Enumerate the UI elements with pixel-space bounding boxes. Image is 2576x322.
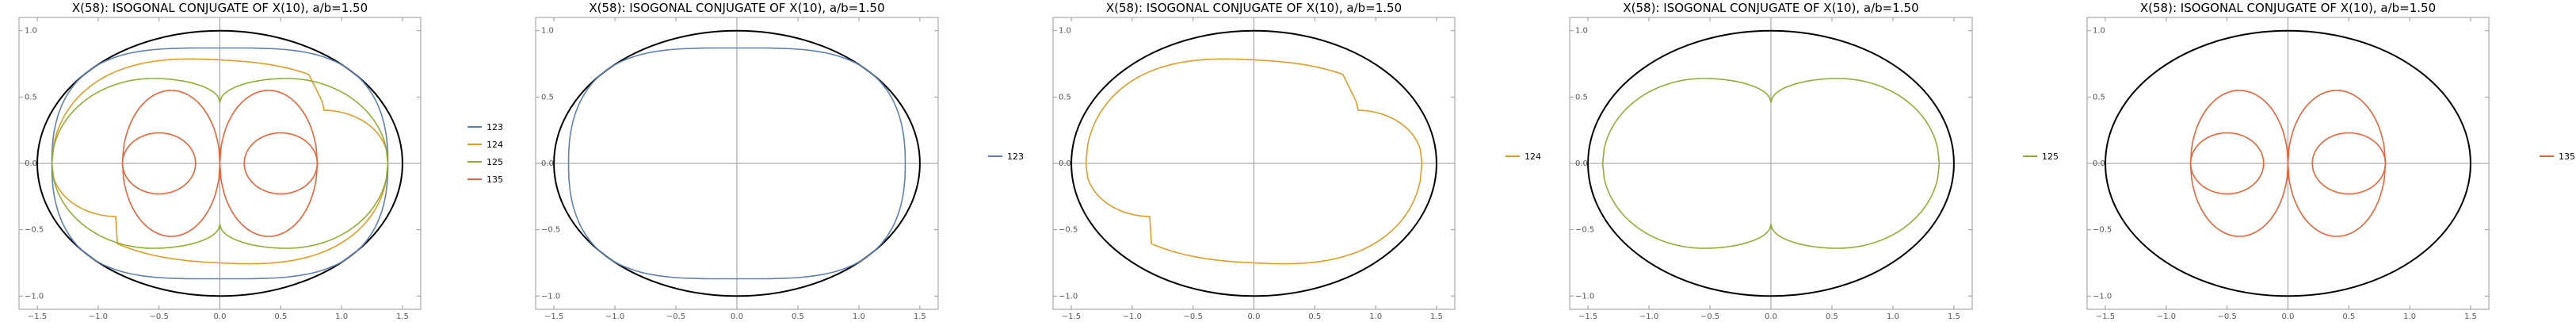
y-tick-label: 1.0 xyxy=(25,27,37,36)
legend: 123 124 125 135 xyxy=(467,122,503,185)
x-tick-label: 0.5 xyxy=(1826,312,1838,321)
y-tick-label: 1.0 xyxy=(541,27,554,36)
x-tick-label: 0.0 xyxy=(2282,312,2295,321)
series-135-curve xyxy=(121,132,197,195)
x-tick-label: −1.0 xyxy=(1123,312,1142,321)
chart-panel-4: X(58): ISOGONAL CONJUGATE OF X(10), a/b=… xyxy=(1569,1,2059,321)
series-135-curve xyxy=(243,132,319,195)
y-tick-label: −1.0 xyxy=(541,292,560,301)
legend-label-125: 125 xyxy=(2042,151,2059,162)
series-125-curve xyxy=(51,78,389,249)
x-tick-label: −1.5 xyxy=(1062,312,1081,321)
x-tick-label: −0.5 xyxy=(666,312,685,321)
x-tick-label: 1.5 xyxy=(2464,312,2477,321)
x-tick-label: 0.5 xyxy=(274,312,287,321)
x-tick-label: −0.5 xyxy=(2218,312,2237,321)
x-tick-label: 1.0 xyxy=(335,312,348,321)
chart-panel-5: X(58): ISOGONAL CONJUGATE OF X(10), a/b=… xyxy=(2086,1,2575,321)
x-tick-label: −0.5 xyxy=(1700,312,1719,321)
y-tick-label: −0.5 xyxy=(1059,226,1078,235)
y-tick-label: 1.0 xyxy=(2093,27,2105,36)
legend-label-123: 123 xyxy=(487,122,503,132)
y-tick-label: −0.5 xyxy=(2093,226,2112,235)
chart-title: X(58): ISOGONAL CONJUGATE OF X(10), a/b=… xyxy=(1106,1,1402,15)
legend: 125 xyxy=(2023,151,2059,162)
x-tick-label: 1.0 xyxy=(2403,312,2416,321)
x-tick-label: 1.5 xyxy=(1430,312,1443,321)
chart-panel-2: X(58): ISOGONAL CONJUGATE OF X(10), a/b=… xyxy=(535,1,1024,321)
y-tick-label: −0.5 xyxy=(25,226,44,235)
x-tick-label: 0.5 xyxy=(1308,312,1321,321)
legend-label-123: 123 xyxy=(1007,151,1024,162)
y-tick-label: −1.0 xyxy=(1059,292,1078,301)
y-tick-label: 0.5 xyxy=(2093,93,2105,102)
series-123-curve xyxy=(567,47,906,280)
y-tick-label: 0.5 xyxy=(1575,93,1588,102)
y-tick-label: 0.5 xyxy=(541,93,554,102)
x-tick-label: 1.0 xyxy=(1369,312,1382,321)
x-tick-label: −1.5 xyxy=(1578,312,1597,321)
legend-label-124: 124 xyxy=(487,140,503,150)
x-tick-label: 0.0 xyxy=(1765,312,1777,321)
reference-ellipse xyxy=(1587,29,1955,297)
chart-panel-3: X(58): ISOGONAL CONJUGATE OF X(10), a/b=… xyxy=(1052,1,1541,321)
y-tick-label: 1.0 xyxy=(1059,27,1071,36)
y-tick-label: 0.0 xyxy=(1575,159,1588,168)
x-tick-label: 0.5 xyxy=(792,312,804,321)
chart-title: X(58): ISOGONAL CONJUGATE OF X(10), a/b=… xyxy=(589,1,884,15)
y-tick-label: 0.0 xyxy=(2093,159,2105,168)
x-tick-label: −1.0 xyxy=(605,312,624,321)
x-tick-label: 1.0 xyxy=(1887,312,1899,321)
x-tick-label: −0.5 xyxy=(1184,312,1203,321)
y-tick-label: −0.5 xyxy=(541,226,560,235)
legend: 124 xyxy=(1506,151,1541,162)
x-tick-label: −1.0 xyxy=(89,312,108,321)
legend-label-135: 135 xyxy=(487,174,503,185)
x-tick-label: −1.5 xyxy=(28,312,47,321)
y-tick-label: 1.0 xyxy=(1575,27,1588,36)
y-tick-label: 0.0 xyxy=(1059,159,1071,168)
y-tick-label: 0.5 xyxy=(1059,93,1071,102)
x-tick-label: 0.0 xyxy=(1248,312,1261,321)
legend-label-124: 124 xyxy=(1525,151,1541,162)
series-124-curve xyxy=(1085,58,1423,265)
legend: 135 xyxy=(2540,151,2575,162)
x-tick-label: −1.0 xyxy=(1639,312,1658,321)
y-tick-label: −0.5 xyxy=(1575,226,1594,235)
x-tick-label: 0.5 xyxy=(2342,312,2355,321)
x-tick-label: −1.0 xyxy=(2157,312,2176,321)
x-tick-label: 1.0 xyxy=(853,312,865,321)
y-tick-label: −1.0 xyxy=(1575,292,1594,301)
chart-title: X(58): ISOGONAL CONJUGATE OF X(10), a/b=… xyxy=(72,1,368,15)
y-tick-label: 0.0 xyxy=(541,159,554,168)
chart-title: X(58): ISOGONAL CONJUGATE OF X(10), a/b=… xyxy=(2140,1,2436,15)
y-tick-label: −1.0 xyxy=(25,292,44,301)
x-tick-label: 1.5 xyxy=(914,312,926,321)
legend-label-125: 125 xyxy=(487,157,503,167)
reference-ellipse xyxy=(553,29,921,297)
x-tick-label: 0.0 xyxy=(731,312,743,321)
x-tick-label: 1.5 xyxy=(1948,312,1960,321)
reference-ellipse xyxy=(36,29,403,297)
y-tick-label: −1.0 xyxy=(2093,292,2112,301)
x-tick-label: −1.5 xyxy=(544,312,563,321)
x-tick-label: −1.5 xyxy=(2096,312,2115,321)
chart-title: X(58): ISOGONAL CONJUGATE OF X(10), a/b=… xyxy=(1623,1,1918,15)
series-125-curve xyxy=(1601,78,1941,249)
x-tick-label: 1.5 xyxy=(396,312,409,321)
x-tick-label: −0.5 xyxy=(150,312,169,321)
chart-panel-1: X(58): ISOGONAL CONJUGATE OF X(10), a/b=… xyxy=(18,1,503,321)
reference-ellipse xyxy=(2105,29,2471,297)
x-tick-label: 0.0 xyxy=(214,312,227,321)
legend-label-135: 135 xyxy=(2559,151,2575,162)
series-135-curve xyxy=(2311,132,2387,195)
legend: 123 xyxy=(988,151,1024,162)
series-135-curve xyxy=(2189,132,2265,195)
reference-ellipse xyxy=(1070,29,1437,297)
y-tick-label: 0.0 xyxy=(25,159,37,168)
y-tick-label: 0.5 xyxy=(25,93,37,102)
